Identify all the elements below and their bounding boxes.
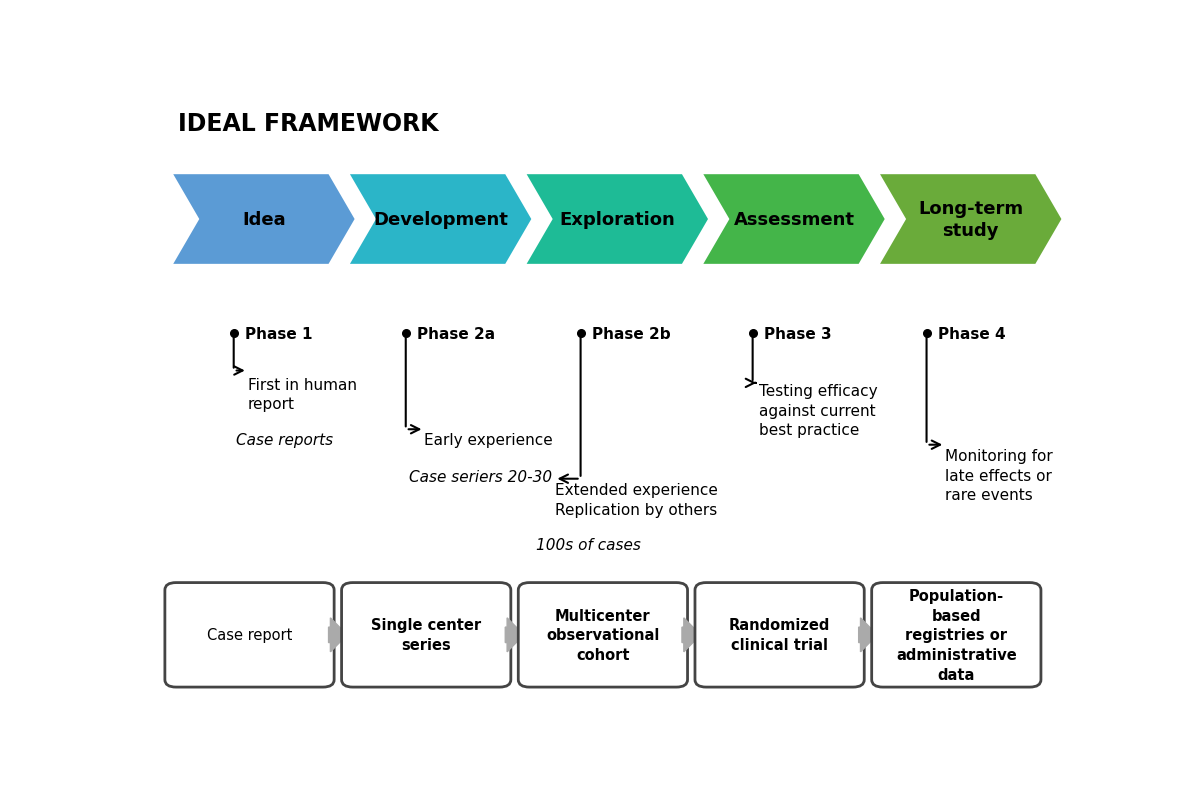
FancyBboxPatch shape [695,583,864,687]
Polygon shape [703,175,884,265]
Text: Case reports: Case reports [236,433,334,448]
FancyBboxPatch shape [871,583,1040,687]
Polygon shape [350,175,532,265]
Text: Multicenter
observational
cohort: Multicenter observational cohort [546,608,660,662]
FancyArrow shape [505,618,524,652]
Text: IDEAL FRAMEWORK: IDEAL FRAMEWORK [178,111,438,136]
FancyBboxPatch shape [518,583,688,687]
Text: Long-term
study: Long-term study [918,200,1024,240]
Polygon shape [527,175,708,265]
Text: Exploration: Exploration [559,211,676,229]
Text: Monitoring for
late effects or
rare events: Monitoring for late effects or rare even… [946,448,1052,503]
Polygon shape [880,175,1062,265]
Text: Assessment: Assessment [733,211,854,229]
Text: Early experience: Early experience [425,433,553,448]
Text: Phase 2b: Phase 2b [592,326,671,342]
Text: Population-
based
registries or
administrative
data: Population- based registries or administ… [896,588,1016,682]
FancyArrow shape [859,618,877,652]
FancyArrow shape [682,618,701,652]
Polygon shape [173,175,355,265]
FancyBboxPatch shape [164,583,334,687]
FancyArrow shape [329,618,347,652]
Text: Phase 2a: Phase 2a [416,326,496,342]
Text: Case report: Case report [206,627,292,642]
Text: Phase 3: Phase 3 [764,326,832,342]
Text: Development: Development [373,211,508,229]
Text: Case seriers 20-30: Case seriers 20-30 [408,470,552,485]
Text: Randomized
clinical trial: Randomized clinical trial [728,618,830,652]
FancyBboxPatch shape [342,583,511,687]
Text: First in human
report: First in human report [247,377,356,412]
Text: Testing efficacy
against current
best practice: Testing efficacy against current best pr… [760,383,877,438]
Text: Idea: Idea [242,211,286,229]
Text: 100s of cases: 100s of cases [536,538,641,553]
Text: Extended experience
Replication by others: Extended experience Replication by other… [554,482,718,517]
Text: Phase 4: Phase 4 [937,326,1006,342]
Text: Single center
series: Single center series [371,618,481,652]
Text: Phase 1: Phase 1 [245,326,312,342]
